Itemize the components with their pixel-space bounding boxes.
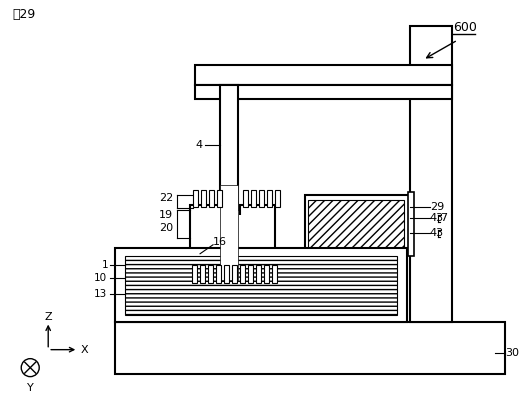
Bar [201, 190, 206, 207]
Text: X: X [80, 345, 88, 355]
Text: 20: 20 [159, 223, 173, 233]
Text: 43: 43 [430, 213, 444, 223]
Bar [193, 190, 198, 207]
Text: 図29: 図29 [12, 9, 35, 22]
Bar [125, 256, 397, 315]
Text: 43: 43 [430, 228, 444, 238]
Text: 4: 4 [196, 140, 203, 150]
Bar [217, 190, 222, 207]
Text: 7: 7 [440, 213, 447, 223]
Bar [256, 265, 261, 283]
Bar [410, 26, 452, 322]
Bar [240, 265, 245, 283]
Bar [228, 215, 246, 255]
Text: 13: 13 [94, 289, 107, 299]
Text: 600: 600 [453, 21, 477, 34]
Bar [115, 322, 505, 374]
Bar [209, 190, 214, 207]
Bar [264, 265, 269, 283]
Text: 19: 19 [159, 210, 173, 220]
Bar [308, 200, 404, 250]
Bar [259, 190, 264, 207]
Bar [224, 265, 229, 283]
Bar [190, 205, 230, 265]
Bar [232, 265, 237, 283]
Bar [192, 265, 197, 283]
Text: 22: 22 [159, 193, 173, 203]
Bar [272, 265, 277, 283]
Bar [305, 195, 410, 253]
Text: 30: 30 [505, 348, 519, 358]
Text: Z: Z [44, 312, 52, 322]
Bar [200, 265, 205, 283]
Bar [208, 265, 213, 283]
Bar [248, 265, 253, 283]
Bar [251, 190, 256, 207]
Bar [243, 190, 248, 207]
Text: Y: Y [27, 383, 34, 393]
Bar [267, 190, 272, 207]
Bar [275, 190, 280, 207]
Text: 10: 10 [94, 273, 107, 283]
Bar [195, 65, 452, 85]
Text: 1: 1 [101, 260, 108, 270]
Bar [115, 248, 407, 322]
Bar [195, 85, 452, 99]
Bar [240, 205, 275, 265]
Text: 29: 29 [430, 202, 444, 212]
Bar [216, 265, 221, 283]
Bar [220, 185, 238, 280]
Text: 16: 16 [213, 237, 227, 247]
Bar [408, 192, 414, 256]
Bar [220, 85, 238, 210]
